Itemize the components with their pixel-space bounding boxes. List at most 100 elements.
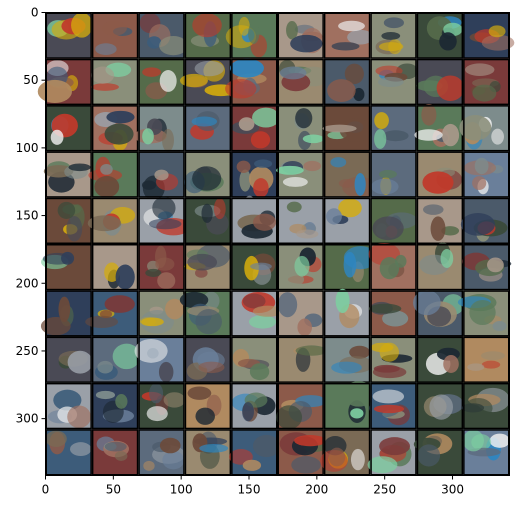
- sample-tile: [459, 105, 510, 152]
- sample-tile: [45, 429, 92, 476]
- sample-tile: [463, 58, 510, 106]
- image-border: [45, 12, 510, 476]
- sample-tile: [416, 151, 464, 198]
- sample-tile: [323, 151, 377, 198]
- y-tick-label: 100: [16, 141, 39, 155]
- x-tick-label: 100: [170, 483, 193, 497]
- sample-tile: [85, 290, 139, 337]
- sample-tile: [463, 151, 510, 198]
- y-axis: 0 50 100 150 200 250 300: [16, 6, 46, 426]
- sample-tile: [45, 382, 92, 430]
- sample-tile: [323, 58, 371, 106]
- sample-tile: [463, 12, 515, 59]
- sample-tile: [138, 382, 186, 430]
- sample-tile: [416, 12, 464, 59]
- sample-tile: [277, 12, 324, 59]
- sample-tile: [134, 336, 185, 383]
- sample-tile: [320, 429, 371, 476]
- sample-tile: [462, 244, 512, 291]
- sample-tile: [369, 382, 417, 430]
- sample-tile: [277, 105, 324, 152]
- sample-tile: [184, 244, 232, 291]
- sample-tile: [180, 58, 238, 106]
- x-tick-label: 0: [42, 483, 50, 497]
- sample-tile: [462, 429, 510, 476]
- sample-tile: [87, 197, 139, 244]
- sample-tile: [231, 151, 278, 198]
- sample-tile: [179, 290, 232, 337]
- y-tick-label: 150: [16, 209, 39, 223]
- sample-tile: [91, 244, 139, 291]
- sample-tile: [231, 290, 283, 337]
- sample-tile: [40, 290, 92, 337]
- sample-tile: [323, 197, 371, 244]
- sample-tile: [138, 58, 185, 106]
- sample-tile: [461, 382, 510, 430]
- sample-tile: [323, 336, 373, 383]
- sample-tile: [370, 58, 419, 106]
- sample-tile: [231, 336, 278, 383]
- sample-tile: [322, 105, 373, 152]
- sample-tile: [184, 151, 232, 198]
- sample-tile: [184, 12, 232, 59]
- sample-tile: [138, 244, 185, 291]
- sample-tile: [91, 382, 139, 430]
- sample-tile: [370, 12, 417, 59]
- sample-tile: [41, 244, 92, 291]
- y-tick-label: 0: [31, 6, 39, 20]
- sample-tile: [91, 12, 139, 59]
- sample-tile: [45, 105, 92, 152]
- sample-tile: [323, 288, 371, 337]
- y-tick-label: 250: [16, 344, 39, 358]
- sample-tile: [277, 58, 330, 106]
- sample-tile: [231, 105, 280, 152]
- sample-tile: [460, 197, 510, 244]
- sample-tile: [416, 382, 464, 430]
- sample-tile: [138, 429, 186, 476]
- sample-tile: [457, 290, 510, 337]
- sample-tile: [416, 242, 464, 291]
- sample-tile: [184, 105, 232, 152]
- sample-tile: [91, 429, 139, 476]
- sample-tile: [370, 151, 417, 198]
- sample-tile: [370, 197, 418, 244]
- sample-tile: [277, 429, 327, 476]
- sample-tile: [138, 12, 188, 59]
- sample-tile: [37, 58, 92, 106]
- sample-tile: [138, 151, 185, 201]
- sample-tile: [231, 195, 278, 244]
- sample-tile: [276, 382, 327, 430]
- sample-tile: [134, 105, 185, 152]
- x-tick-label: 300: [441, 483, 464, 497]
- y-tick-label: 300: [16, 412, 39, 426]
- x-tick-label: 50: [106, 483, 121, 497]
- sample-tile: [413, 290, 465, 337]
- sample-tile: [45, 336, 93, 383]
- sample-tile: [277, 336, 328, 383]
- sample-tile: [43, 151, 92, 198]
- sample-tile: [414, 103, 464, 152]
- sample-tile: [413, 429, 464, 476]
- sample-tile: [225, 58, 278, 106]
- sample-tile: [323, 12, 374, 59]
- sample-tile: [91, 105, 139, 152]
- sample-tile: [231, 244, 278, 291]
- sample-tile: [184, 197, 232, 246]
- sample-tile: [45, 197, 92, 244]
- sample-tile: [367, 429, 417, 476]
- sample-tile: [368, 243, 417, 291]
- sample-tile: [416, 58, 465, 106]
- sample-tile: [231, 382, 278, 430]
- sample-tile: [416, 197, 464, 244]
- sample-tile: [277, 244, 324, 291]
- sample-tile: [277, 197, 324, 244]
- sample-tile: [88, 151, 139, 198]
- sample-tile: [463, 336, 510, 383]
- sample-tile: [91, 58, 139, 106]
- sample-tile: [416, 336, 464, 383]
- sample-tile: [368, 290, 417, 337]
- sample-tile: [45, 12, 93, 59]
- sample-tile: [91, 336, 141, 383]
- sample-tile: [370, 105, 417, 152]
